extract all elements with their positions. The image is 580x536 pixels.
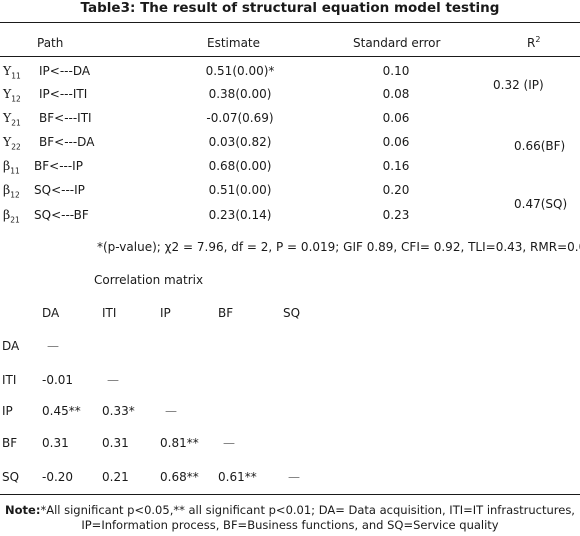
estimate-value: 0.23(0.14) [208,208,272,222]
corr-cell: -0.01 [42,373,74,387]
corr-cell: 0.68** [160,470,199,484]
standard-error-value: 0.20 [382,183,410,197]
corr-cell: — [165,404,177,418]
path-label: IP<---ITI [39,87,88,101]
corr-cell: — [223,436,235,450]
standard-error-value: 0.06 [382,111,410,125]
standard-error-value: 0.16 [382,159,410,173]
header-r2: R2 [527,35,541,51]
table-title: Table3: The result of structural equatio… [80,0,500,16]
estimate-value: 0.51(0.00)* [205,64,275,78]
header-path: Path [37,36,64,50]
note-line-2: IP=Information process, BF=Business func… [81,518,499,532]
standard-error-value: 0.23 [382,208,410,222]
fit-statistics: *(p-value); χ2 = 7.96, df = 2, P = 0.019… [97,240,580,254]
estimate-value: 0.03(0.82) [208,135,272,149]
corr-cell: 0.61** [218,470,257,484]
path-label: SQ<---BF [34,208,89,222]
corr-cell: 0.31 [42,436,69,450]
corr-cell: -0.20 [42,470,74,484]
corr-col-header: IP [160,306,171,320]
header-standard-error: Standard error [353,36,441,50]
estimate-value: 0.38(0.00) [208,87,272,101]
corr-cell: — [47,339,59,353]
corr-col-header: BF [218,306,234,320]
estimate-value: 0.68(0.00) [208,159,272,173]
corr-row-label: ITI [2,373,17,387]
standard-error-value: 0.08 [382,87,410,101]
corr-cell: 0.33* [102,404,135,418]
estimate-value: -0.07(0.69) [206,111,274,125]
corr-cell: 0.81** [160,436,199,450]
correlation-matrix-title: Correlation matrix [94,273,204,287]
r2-bf: 0.66(BF) [514,139,566,153]
standard-error-value: 0.06 [382,135,410,149]
path-symbol: Υ22 [3,134,21,152]
header-estimate: Estimate [207,36,261,50]
header-rule [0,56,580,57]
note-line-1: Note:*All significant p<0.05,** all sign… [5,503,575,517]
path-symbol: Υ11 [3,63,21,81]
corr-col-header: ITI [102,306,117,320]
path-label: BF<---DA [39,135,95,149]
path-label: BF<---ITI [39,111,92,125]
path-symbol: β21 [3,207,20,225]
path-label: SQ<---IP [34,183,85,197]
r2-ip: 0.32 (IP) [493,78,544,92]
corr-row-label: BF [2,436,18,450]
corr-row-label: IP [2,404,13,418]
r2-sq: 0.47(SQ) [514,197,568,211]
path-symbol: Υ12 [3,86,21,104]
corr-cell: — [288,470,300,484]
estimate-value: 0.51(0.00) [208,183,272,197]
bottom-rule [0,494,580,495]
standard-error-value: 0.10 [382,64,410,78]
path-label: BF<---IP [34,159,83,173]
path-label: IP<---DA [39,64,91,78]
path-symbol: β12 [3,182,20,200]
corr-cell: 0.31 [102,436,129,450]
corr-cell: 0.45** [42,404,81,418]
corr-row-label: SQ [2,470,20,484]
corr-cell: 0.21 [102,470,129,484]
corr-col-header: SQ [283,306,301,320]
corr-row-label: DA [2,339,20,353]
corr-cell: — [107,373,119,387]
path-symbol: Υ21 [3,110,21,128]
top-rule [0,22,580,23]
path-symbol: β11 [3,158,20,176]
corr-col-header: DA [42,306,60,320]
